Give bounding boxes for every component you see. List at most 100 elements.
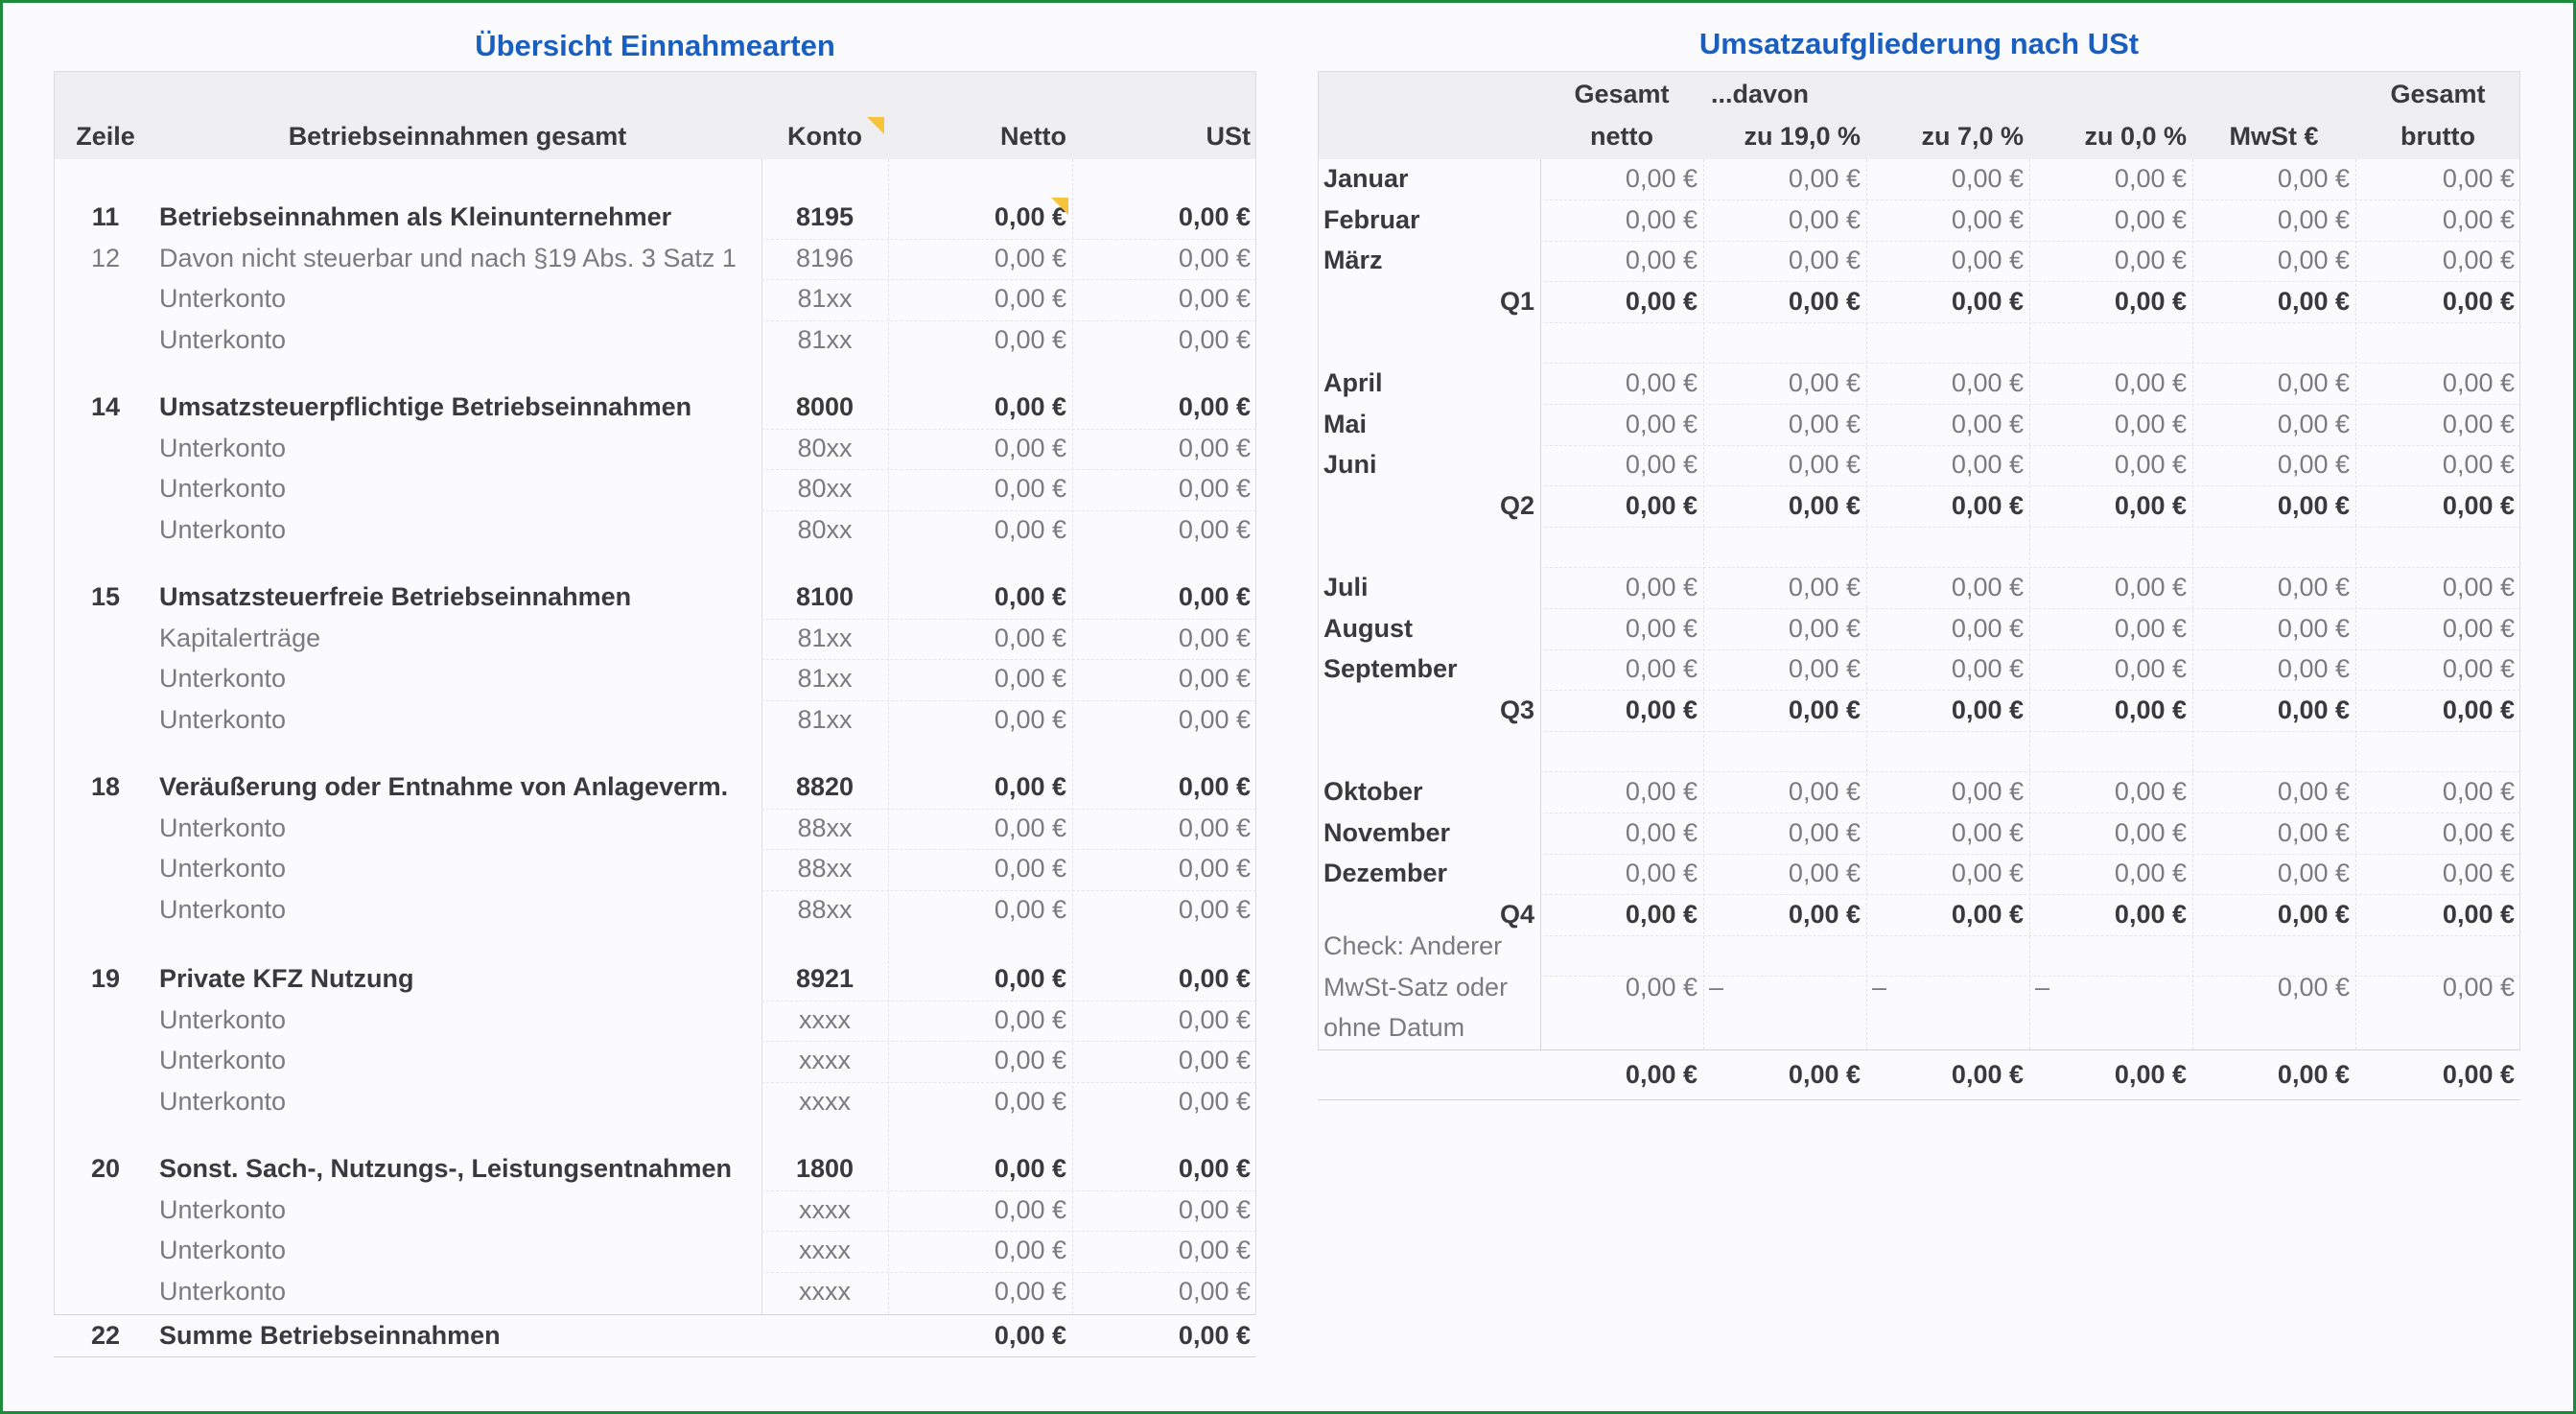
row-netto[interactable]: 0,00 € xyxy=(994,1154,1066,1183)
row-netto[interactable]: 0,00 € xyxy=(994,813,1066,842)
value-cell[interactable]: 0,00 € xyxy=(2277,164,2350,193)
value-cell[interactable]: 0,00 € xyxy=(2114,777,2187,806)
row-konto[interactable]: 8100 xyxy=(795,582,855,611)
value-cell[interactable]: 0,00 € xyxy=(2114,859,2187,888)
row-konto[interactable]: xxxx xyxy=(799,1046,851,1074)
row-konto[interactable]: 80xx xyxy=(797,474,853,503)
value-cell[interactable]: 0,00 € xyxy=(1625,777,1698,806)
value-cell[interactable]: 0,00 € xyxy=(2277,204,2350,234)
comment-marker-icon[interactable] xyxy=(1051,198,1068,215)
value-cell[interactable]: 0,00 € xyxy=(2114,204,2187,234)
value-cell[interactable]: 0,00 € xyxy=(1788,368,1861,397)
row-konto[interactable]: 81xx xyxy=(797,284,853,313)
value-cell[interactable]: 0,00 € xyxy=(2277,246,2350,275)
value-cell[interactable]: 0,00 € xyxy=(2442,613,2515,643)
row-netto[interactable]: 0,00 € xyxy=(994,894,1066,924)
value-cell[interactable]: 0,00 € xyxy=(1625,899,1698,929)
value-cell[interactable]: 0,00 € xyxy=(1788,164,1861,193)
row-netto[interactable]: 0,00 € xyxy=(994,1004,1066,1034)
row-netto[interactable]: 0,00 € xyxy=(994,623,1066,652)
row-netto[interactable]: 0,00 € xyxy=(994,392,1066,421)
row-netto[interactable]: 0,00 € xyxy=(994,324,1066,354)
row-konto[interactable]: 88xx xyxy=(797,854,853,883)
total-value[interactable]: 0,00 € xyxy=(2114,1060,2187,1089)
value-cell[interactable]: 0,00 € xyxy=(2277,817,2350,847)
check-value[interactable]: – xyxy=(1872,972,1887,1002)
value-cell[interactable]: 0,00 € xyxy=(1951,490,2024,520)
value-cell[interactable]: 0,00 € xyxy=(2442,573,2515,601)
row-netto[interactable]: 0,00 € xyxy=(994,1276,1066,1306)
row-konto[interactable]: 8921 xyxy=(795,964,855,993)
value-cell[interactable]: 0,00 € xyxy=(2277,573,2350,601)
value-cell[interactable]: 0,00 € xyxy=(2277,613,2350,643)
row-ust[interactable]: 0,00 € xyxy=(1178,1194,1251,1224)
value-cell[interactable]: 0,00 € xyxy=(1951,204,2024,234)
value-cell[interactable]: 0,00 € xyxy=(1625,450,1698,480)
row-konto[interactable]: xxxx xyxy=(799,1236,851,1264)
row-netto[interactable]: 0,00 € xyxy=(994,474,1066,503)
row-ust[interactable]: 0,00 € xyxy=(1178,1046,1251,1074)
row-konto[interactable]: 8195 xyxy=(795,202,855,231)
value-cell[interactable]: 0,00 € xyxy=(2442,695,2515,724)
value-cell[interactable]: 0,00 € xyxy=(1625,573,1698,601)
value-cell[interactable]: 0,00 € xyxy=(2277,859,2350,888)
value-cell[interactable]: 0,00 € xyxy=(1625,695,1698,724)
value-cell[interactable]: 0,00 € xyxy=(1788,409,1861,438)
row-ust[interactable]: 0,00 € xyxy=(1178,1154,1251,1183)
value-cell[interactable]: 0,00 € xyxy=(2277,695,2350,724)
row-konto[interactable]: 81xx xyxy=(797,664,853,693)
value-cell[interactable]: 0,00 € xyxy=(1788,204,1861,234)
value-cell[interactable]: 0,00 € xyxy=(1625,246,1698,275)
value-cell[interactable]: 0,00 € xyxy=(1951,613,2024,643)
check-value[interactable]: 0,00 € xyxy=(1625,972,1698,1002)
value-cell[interactable]: 0,00 € xyxy=(1951,695,2024,724)
value-cell[interactable]: 0,00 € xyxy=(1625,204,1698,234)
total-value[interactable]: 0,00 € xyxy=(2277,1060,2350,1089)
check-value[interactable]: – xyxy=(1709,972,1724,1002)
value-cell[interactable]: 0,00 € xyxy=(2277,286,2350,316)
value-cell[interactable]: 0,00 € xyxy=(2442,490,2515,520)
value-cell[interactable]: 0,00 € xyxy=(1788,573,1861,601)
value-cell[interactable]: 0,00 € xyxy=(2442,368,2515,397)
row-konto[interactable]: xxxx xyxy=(799,1004,851,1034)
value-cell[interactable]: 0,00 € xyxy=(1951,450,2024,480)
value-cell[interactable]: 0,00 € xyxy=(1788,490,1861,520)
row-konto[interactable]: xxxx xyxy=(799,1086,851,1116)
row-ust[interactable]: 0,00 € xyxy=(1178,392,1251,421)
value-cell[interactable]: 0,00 € xyxy=(1951,573,2024,601)
value-cell[interactable]: 0,00 € xyxy=(2114,899,2187,929)
row-ust[interactable]: 0,00 € xyxy=(1178,1004,1251,1034)
value-cell[interactable]: 0,00 € xyxy=(2442,899,2515,929)
row-ust[interactable]: 0,00 € xyxy=(1178,623,1251,652)
value-cell[interactable]: 0,00 € xyxy=(2442,450,2515,480)
value-cell[interactable]: 0,00 € xyxy=(2442,246,2515,275)
value-cell[interactable]: 0,00 € xyxy=(2442,654,2515,684)
total-value[interactable]: 0,00 € xyxy=(2442,1060,2515,1089)
value-cell[interactable]: 0,00 € xyxy=(1951,286,2024,316)
value-cell[interactable]: 0,00 € xyxy=(2442,859,2515,888)
value-cell[interactable]: 0,00 € xyxy=(2114,246,2187,275)
value-cell[interactable]: 0,00 € xyxy=(1951,246,2024,275)
row-ust[interactable]: 0,00 € xyxy=(1178,1086,1251,1116)
row-netto[interactable]: 0,00 € xyxy=(994,1086,1066,1116)
value-cell[interactable]: 0,00 € xyxy=(1788,899,1861,929)
row-konto[interactable]: 81xx xyxy=(797,324,853,354)
row-ust[interactable]: 0,00 € xyxy=(1178,324,1251,354)
value-cell[interactable]: 0,00 € xyxy=(2114,817,2187,847)
row-ust[interactable]: 0,00 € xyxy=(1178,243,1251,272)
total-value[interactable]: 0,00 € xyxy=(1951,1060,2024,1089)
row-ust[interactable]: 0,00 € xyxy=(1178,964,1251,993)
value-cell[interactable]: 0,00 € xyxy=(1625,490,1698,520)
value-cell[interactable]: 0,00 € xyxy=(1788,450,1861,480)
row-ust[interactable]: 0,00 € xyxy=(1178,704,1251,734)
value-cell[interactable]: 0,00 € xyxy=(1625,613,1698,643)
total-value[interactable]: 0,00 € xyxy=(1788,1060,1861,1089)
value-cell[interactable]: 0,00 € xyxy=(1788,777,1861,806)
row-ust[interactable]: 0,00 € xyxy=(1178,202,1251,231)
value-cell[interactable]: 0,00 € xyxy=(2114,368,2187,397)
row-ust[interactable]: 0,00 € xyxy=(1178,1276,1251,1306)
value-cell[interactable]: 0,00 € xyxy=(1951,368,2024,397)
value-cell[interactable]: 0,00 € xyxy=(1788,654,1861,684)
value-cell[interactable]: 0,00 € xyxy=(1951,817,2024,847)
value-cell[interactable]: 0,00 € xyxy=(1625,164,1698,193)
